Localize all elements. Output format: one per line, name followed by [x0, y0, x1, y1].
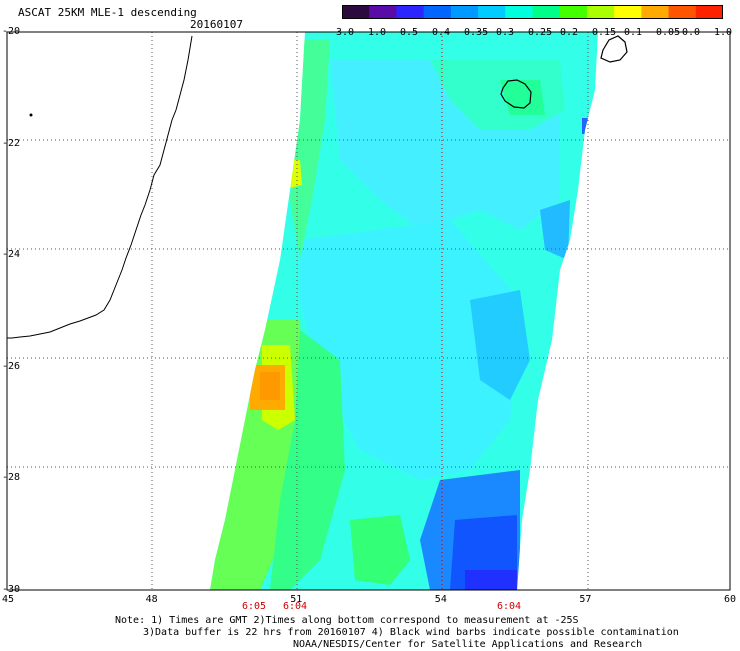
- map-date: 20160107: [190, 18, 243, 31]
- reunion-island-outline: [500, 79, 532, 109]
- map-frame: [6, 31, 731, 591]
- color-scale-swatch: [505, 5, 533, 19]
- color-scale-label: -0.05: [650, 27, 681, 38]
- latitude-label: -30: [2, 584, 21, 595]
- color-scale-swatch: [423, 5, 452, 19]
- island-dot: [29, 113, 33, 117]
- color-scale-swatch: [695, 5, 723, 19]
- note-line-2: 3)Data buffer is 22 hrs from 20160107 4)…: [143, 627, 679, 638]
- time-label-2: 6:04: [283, 601, 308, 612]
- color-scale-label: -0.3: [490, 27, 515, 38]
- color-scale-swatch: [396, 5, 425, 19]
- color-scale-label: -0.5: [394, 27, 419, 38]
- color-scale-bar: [342, 5, 723, 19]
- longitude-label: 51: [290, 594, 303, 605]
- color-scale-swatch: [369, 5, 397, 19]
- color-scale-swatch: [478, 5, 506, 19]
- wind-swath: [210, 32, 598, 590]
- color-scale-swatch: [559, 5, 588, 19]
- time-label-3: 6:04: [497, 601, 522, 612]
- latitude-label: -26: [2, 360, 21, 372]
- color-scale-swatch: [641, 5, 670, 19]
- color-scale-label: -0.1: [618, 27, 643, 38]
- latitude-label: -28: [2, 472, 21, 484]
- color-scale-swatch: [342, 5, 370, 19]
- color-scale-label: -0.15: [586, 27, 617, 38]
- latitude-label: -22: [2, 137, 21, 149]
- longitude-label: 54: [434, 594, 447, 605]
- color-scale-label: -0.4: [426, 27, 451, 38]
- madagascar-coastline: [7, 35, 193, 339]
- graticule: [7, 32, 730, 590]
- color-scale-label: -0.2: [554, 27, 579, 38]
- color-scale-swatch: [532, 5, 561, 19]
- map-title: ASCAT 25KM MLE-1 descending: [18, 6, 197, 19]
- color-scale-swatch: [450, 5, 479, 19]
- color-scale-label: 0.0: [682, 27, 701, 38]
- mauritius-island-outline: [600, 35, 628, 63]
- note-line-3: NOAA/NESDIS/Center for Satellite Applica…: [293, 639, 643, 650]
- longitude-label: 60: [724, 594, 737, 605]
- color-scale-label: -0.25: [522, 27, 553, 38]
- color-scale-label: 1.0: [714, 27, 733, 38]
- latitude-label: -20: [2, 26, 21, 37]
- color-scale-label: -3.0: [330, 27, 355, 38]
- color-scale-swatch: [668, 5, 697, 19]
- color-scale-label: -0.35: [458, 27, 489, 38]
- longitude-label: 48: [145, 594, 158, 605]
- note-line-1: Note: 1) Times are GMT 2)Times along bot…: [115, 615, 579, 626]
- latitude-label: -24: [2, 249, 21, 261]
- longitude-label: 45: [2, 594, 15, 605]
- color-scale-swatch: [614, 5, 642, 19]
- color-scale-label: -1.0: [362, 27, 387, 38]
- longitude-label: 57: [579, 594, 592, 605]
- time-label-1: 6:05: [242, 601, 267, 612]
- color-scale-swatch: [586, 5, 615, 19]
- footnotes: Note: 1) Times are GMT 2)Times along bot…: [115, 615, 679, 651]
